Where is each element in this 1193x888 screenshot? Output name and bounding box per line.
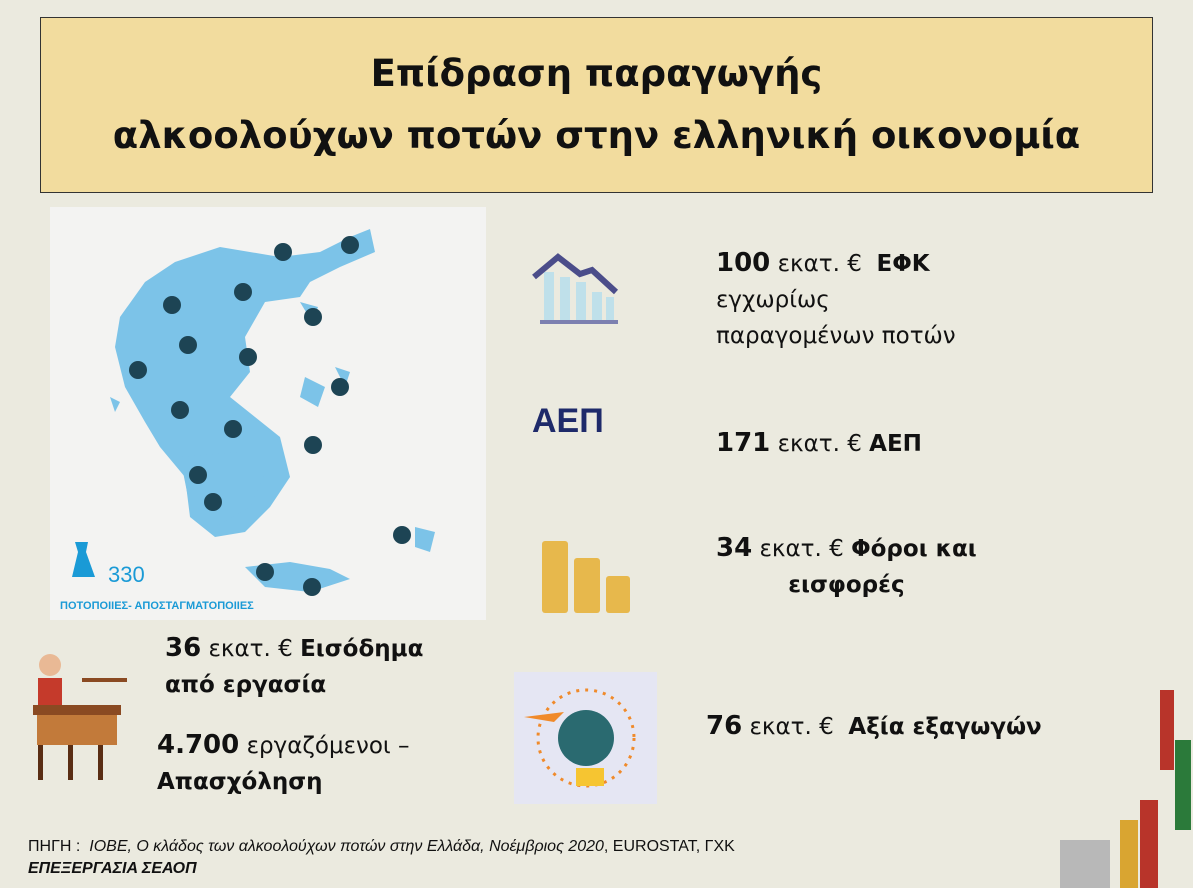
exports-stat: 76 εκατ. € Αξία εξαγωγών (706, 708, 1042, 745)
bartender-icon (33, 654, 127, 780)
excise-line3: παραγομένων ποτών (716, 323, 956, 349)
income-value: 36 (165, 633, 202, 663)
taxes-label: Φόροι και (851, 536, 977, 562)
bottles-icon (1060, 690, 1191, 888)
distillery-markers (129, 236, 411, 596)
employment-line2: Απασχόληση (157, 769, 323, 795)
gdp-icon: ΑΕΠ (532, 402, 604, 440)
greece-map: 330 ΠΟΤΟΠΟΙΙΕΣ- ΑΠΟΣΤΑΓΜΑΤΟΠΟΙΙΕΣ (50, 207, 486, 620)
gdp-label: ΑΕΠ (869, 431, 922, 457)
excise-stat: 100 εκατ. € ΕΦΚ εγχωρίως παραγομένων ποτ… (716, 245, 956, 354)
taxes-line2: εισφορές (788, 572, 905, 598)
income-stat: 36 εκατ. € Εισόδημα από εργασία (165, 630, 423, 703)
employment-stat: 4.700 εργαζόμενοι – Απασχόληση (157, 727, 410, 800)
distillery-count: 330 (108, 562, 145, 587)
source-note: ΠΗΓΗ : ΙΟΒΕ, Ο κλάδος των αλκοολούχων πο… (28, 836, 735, 880)
exports-value: 76 (706, 711, 743, 741)
income-unit: εκατ. € (208, 636, 293, 662)
gdp-value: 171 (716, 428, 771, 458)
exports-label: Αξία εξαγωγών (848, 714, 1042, 740)
employment-label: εργαζόμενοι – (246, 733, 410, 759)
excise-line2: εγχωρίως (716, 287, 830, 313)
employment-value: 4.700 (157, 730, 240, 760)
taxes-value: 34 (716, 533, 753, 563)
coins-icon (542, 541, 630, 613)
distillery-label: ΠΟΤΟΠΟΙΙΕΣ- ΑΠΟΣΤΑΓΜΑΤΟΠΟΙΙΕΣ (60, 600, 254, 612)
source-citation: ΙΟΒΕ, Ο κλάδος των αλκοολούχων ποτών στη… (89, 838, 604, 855)
source-processing: ΕΠΕΞΕΡΓΑΣΙΑ ΣΕΑΟΠ (28, 860, 197, 877)
excise-label: ΕΦΚ (876, 251, 930, 277)
exports-unit: εκατ. € (749, 714, 834, 740)
income-label: Εισόδημα (300, 636, 424, 662)
taxes-unit: εκατ. € (759, 536, 844, 562)
excise-unit: εκατ. € (777, 251, 862, 277)
page-title: Επίδραση παραγωγής αλκοολούχων ποτών στη… (40, 17, 1153, 193)
gdp-stat: 171 εκατ. € ΑΕΠ (716, 425, 922, 462)
declining-chart-icon (532, 253, 619, 324)
source-suffix: , EUROSTAT, ΓΧΚ (603, 838, 735, 855)
excise-value: 100 (716, 248, 771, 278)
gdp-unit: εκατ. € (777, 431, 862, 457)
globe-trade-icon (514, 672, 657, 804)
source-prefix: ΠΗΓΗ : (28, 838, 81, 855)
greece-map-shape (72, 229, 435, 596)
taxes-stat: 34 εκατ. € Φόροι και εισφορές (716, 530, 977, 603)
title-line-2: αλκοολούχων ποτών στην ελληνική οικονομί… (112, 114, 1081, 157)
still-icon (72, 542, 95, 577)
title-line-1: Επίδραση παραγωγής (370, 52, 823, 95)
income-line2: από εργασία (165, 672, 327, 698)
